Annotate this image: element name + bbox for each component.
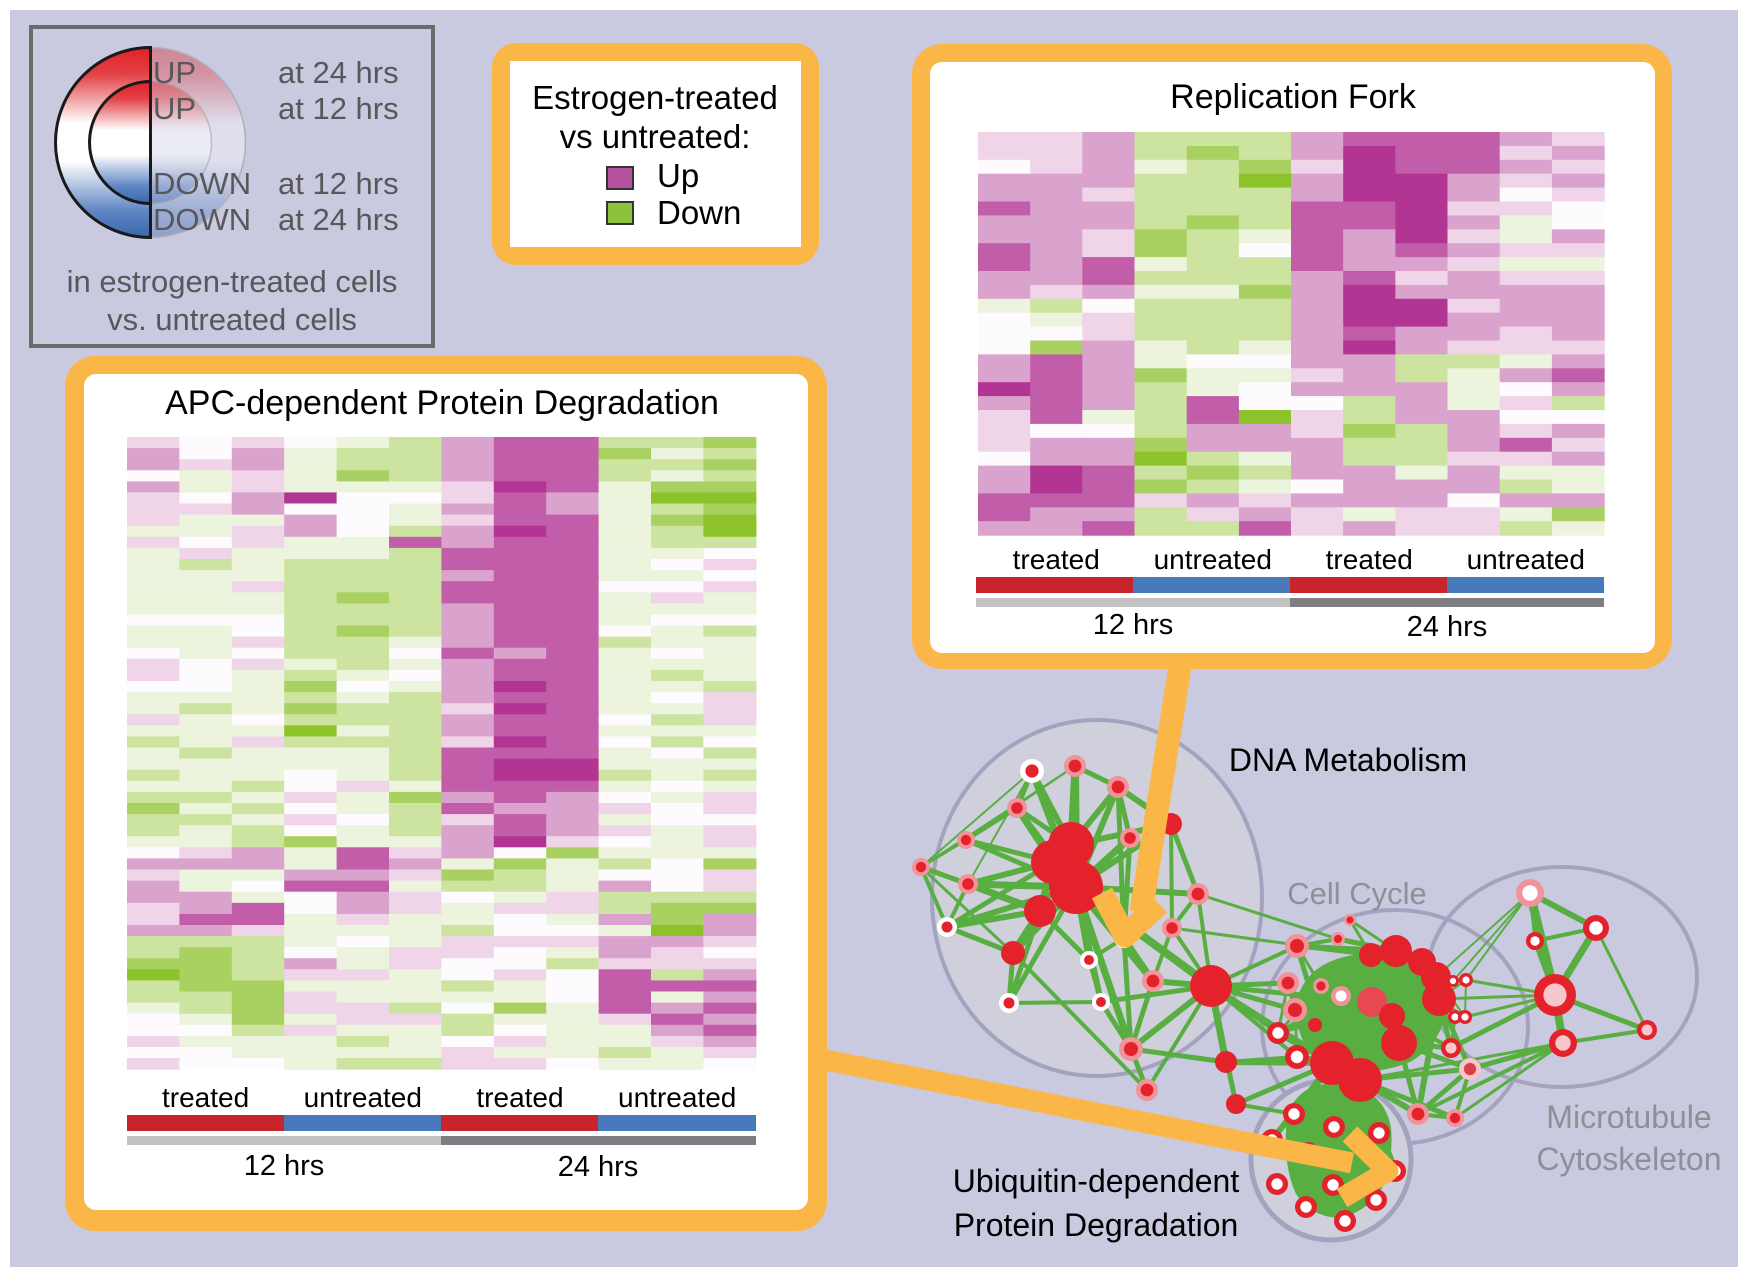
svg-text:24 hrs: 24 hrs xyxy=(558,1151,639,1183)
svg-text:12 hrs: 12 hrs xyxy=(244,1150,325,1182)
svg-text:untreated: untreated xyxy=(1467,544,1585,575)
svg-text:Cytoskeleton: Cytoskeleton xyxy=(1537,1141,1722,1177)
svg-text:at 12 hrs: at 12 hrs xyxy=(278,91,399,126)
svg-text:vs untreated:: vs untreated: xyxy=(560,118,751,155)
svg-text:vs. untreated cells: vs. untreated cells xyxy=(107,302,357,337)
svg-text:Protein Degradation: Protein Degradation xyxy=(954,1207,1239,1243)
svg-text:at 24 hrs: at 24 hrs xyxy=(278,55,399,90)
svg-text:UP: UP xyxy=(153,55,196,90)
svg-text:treated: treated xyxy=(1013,544,1100,575)
svg-text:Ubiquitin-dependent: Ubiquitin-dependent xyxy=(953,1163,1240,1199)
svg-text:24 hrs: 24 hrs xyxy=(1407,611,1488,643)
svg-text:Estrogen-treated: Estrogen-treated xyxy=(532,79,778,116)
svg-text:12 hrs: 12 hrs xyxy=(1093,609,1174,641)
svg-text:UP: UP xyxy=(153,91,196,126)
svg-text:in estrogen-treated cells: in estrogen-treated cells xyxy=(67,264,398,299)
svg-text:Up: Up xyxy=(657,157,699,194)
svg-text:Down: Down xyxy=(657,194,741,231)
svg-text:treated: treated xyxy=(1326,544,1413,575)
svg-text:untreated: untreated xyxy=(304,1082,422,1113)
svg-text:at 12 hrs: at 12 hrs xyxy=(278,166,399,201)
svg-text:untreated: untreated xyxy=(618,1082,736,1113)
svg-text:APC-dependent Protein Degradat: APC-dependent Protein Degradation xyxy=(165,384,719,422)
svg-text:Cell Cycle: Cell Cycle xyxy=(1287,876,1427,911)
svg-text:treated: treated xyxy=(162,1082,249,1113)
svg-text:Replication Fork: Replication Fork xyxy=(1170,78,1417,116)
svg-text:untreated: untreated xyxy=(1154,544,1272,575)
svg-text:DNA Metabolism: DNA Metabolism xyxy=(1229,742,1467,778)
svg-text:Microtubule: Microtubule xyxy=(1546,1099,1711,1135)
svg-text:treated: treated xyxy=(476,1082,563,1113)
svg-text:at 24 hrs: at 24 hrs xyxy=(278,202,399,237)
svg-text:DOWN: DOWN xyxy=(153,166,251,201)
svg-text:DOWN: DOWN xyxy=(153,202,251,237)
